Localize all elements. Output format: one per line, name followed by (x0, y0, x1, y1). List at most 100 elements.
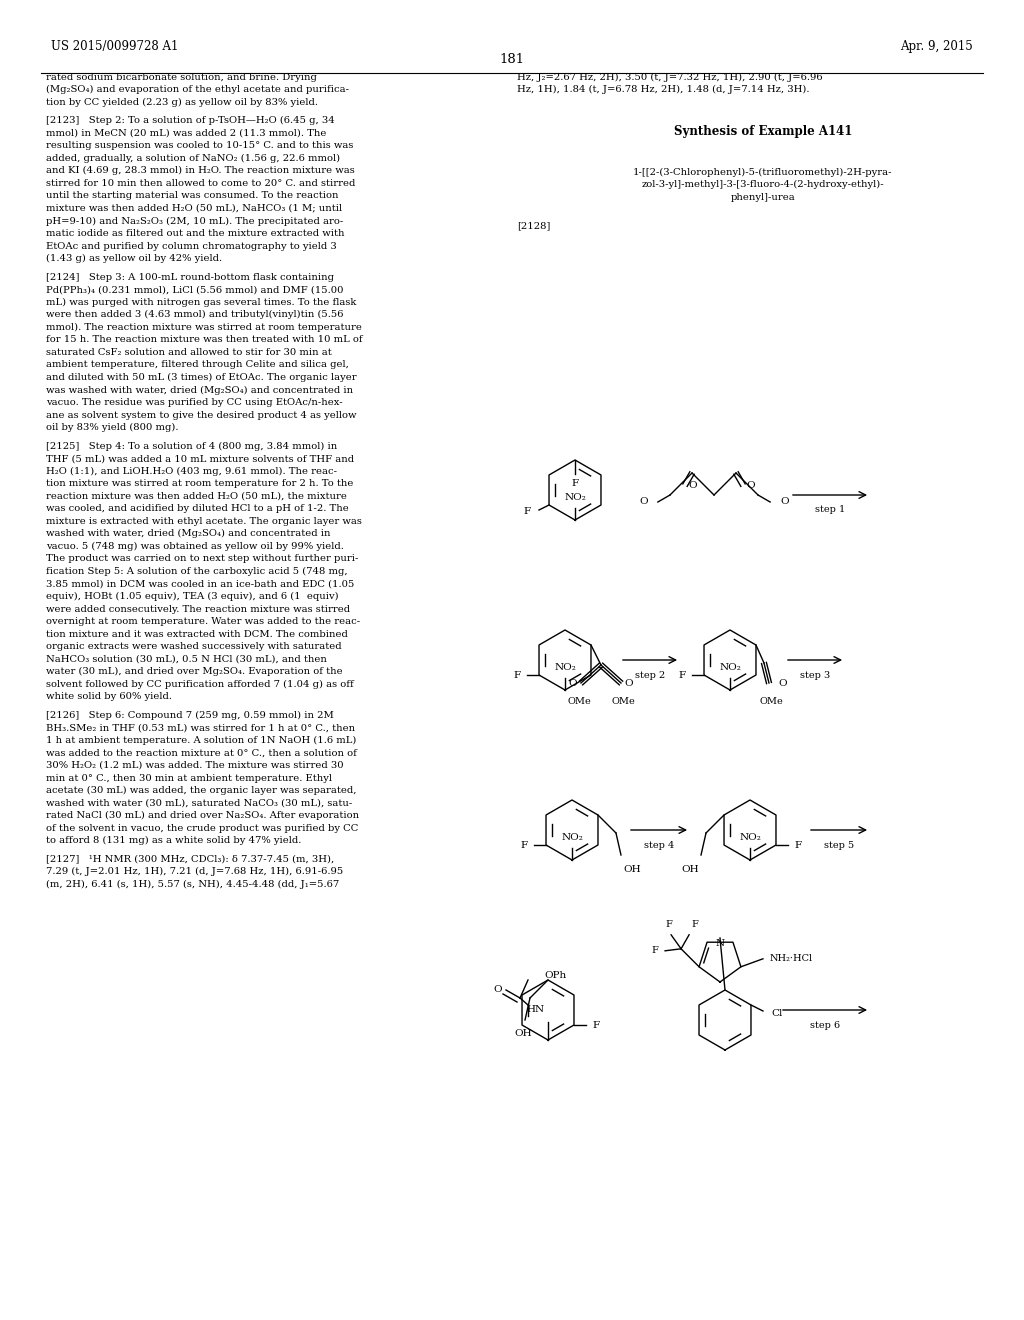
Text: reaction mixture was then added H₂O (50 mL), the mixture: reaction mixture was then added H₂O (50 … (46, 492, 347, 500)
Text: and diluted with 50 mL (3 times) of EtOAc. The organic layer: and diluted with 50 mL (3 times) of EtOA… (46, 372, 356, 381)
Text: step 6: step 6 (810, 1020, 840, 1030)
Text: phenyl]-urea: phenyl]-urea (730, 193, 796, 202)
Text: zol-3-yl]-methyl]-3-[3-fluoro-4-(2-hydroxy-ethyl)-: zol-3-yl]-methyl]-3-[3-fluoro-4-(2-hydro… (642, 180, 884, 189)
Text: oil by 83% yield (800 mg).: oil by 83% yield (800 mg). (46, 422, 178, 432)
Text: resulting suspension was cooled to 10-15° C. and to this was: resulting suspension was cooled to 10-15… (46, 141, 353, 150)
Text: O: O (568, 678, 578, 688)
Text: mixture is extracted with ethyl acetate. The organic layer was: mixture is extracted with ethyl acetate.… (46, 516, 361, 525)
Text: step 3: step 3 (800, 671, 830, 680)
Text: vacuo. The residue was purified by CC using EtOAc/n-hex-: vacuo. The residue was purified by CC us… (46, 399, 343, 407)
Text: OH: OH (681, 865, 699, 874)
Text: fication Step 5: A solution of the carboxylic acid 5 (748 mg,: fication Step 5: A solution of the carbo… (46, 568, 348, 576)
Text: O: O (778, 678, 787, 688)
Text: OMe: OMe (567, 697, 591, 705)
Text: Pd(PPh₃)₄ (0.231 mmol), LiCl (5.56 mmol) and DMF (15.00: Pd(PPh₃)₄ (0.231 mmol), LiCl (5.56 mmol)… (46, 285, 344, 294)
Text: O: O (746, 480, 756, 490)
Text: were added consecutively. The reaction mixture was stirred: were added consecutively. The reaction m… (46, 605, 350, 614)
Text: mmol). The reaction mixture was stirred at room temperature: mmol). The reaction mixture was stirred … (46, 323, 361, 331)
Text: ane as solvent system to give the desired product 4 as yellow: ane as solvent system to give the desire… (46, 411, 356, 420)
Text: O: O (689, 480, 697, 490)
Text: solvent followed by CC purification afforded 7 (1.04 g) as off: solvent followed by CC purification affo… (46, 680, 354, 689)
Text: until the starting material was consumed. To the reaction: until the starting material was consumed… (46, 191, 339, 201)
Text: for 15 h. The reaction mixture was then treated with 10 mL of: for 15 h. The reaction mixture was then … (46, 335, 362, 345)
Text: step 5: step 5 (824, 841, 854, 850)
Text: NO₂: NO₂ (719, 664, 741, 672)
Text: ambient temperature, filtered through Celite and silica gel,: ambient temperature, filtered through Ce… (46, 360, 349, 370)
Text: H₂O (1:1), and LiOH.H₂O (403 mg, 9.61 mmol). The reac-: H₂O (1:1), and LiOH.H₂O (403 mg, 9.61 mm… (46, 467, 337, 475)
Text: 30% H₂O₂ (1.2 mL) was added. The mixture was stirred 30: 30% H₂O₂ (1.2 mL) was added. The mixture… (46, 760, 344, 770)
Text: US 2015/0099728 A1: US 2015/0099728 A1 (51, 40, 178, 53)
Text: pH=9-10) and Na₂S₂O₃ (2M, 10 mL). The precipitated aro-: pH=9-10) and Na₂S₂O₃ (2M, 10 mL). The pr… (46, 216, 343, 226)
Text: stirred for 10 min then allowed to come to 20° C. and stirred: stirred for 10 min then allowed to come … (46, 178, 355, 187)
Text: F: F (795, 841, 802, 850)
Text: (Mg₂SO₄) and evaporation of the ethyl acetate and purifica-: (Mg₂SO₄) and evaporation of the ethyl ac… (46, 86, 349, 94)
Text: Synthesis of Example A141: Synthesis of Example A141 (674, 125, 852, 139)
Text: OH: OH (514, 1030, 531, 1039)
Text: Hz, 1H), 1.84 (t, J=6.78 Hz, 2H), 1.48 (d, J=7.14 Hz, 3H).: Hz, 1H), 1.84 (t, J=6.78 Hz, 2H), 1.48 (… (517, 86, 810, 94)
Text: F: F (679, 671, 686, 680)
Text: mmol) in MeCN (20 mL) was added 2 (11.3 mmol). The: mmol) in MeCN (20 mL) was added 2 (11.3 … (46, 129, 327, 137)
Text: overnight at room temperature. Water was added to the reac-: overnight at room temperature. Water was… (46, 618, 360, 626)
Text: Cl: Cl (771, 1008, 782, 1018)
Text: BH₃.SMe₂ in THF (0.53 mL) was stirred for 1 h at 0° C., then: BH₃.SMe₂ in THF (0.53 mL) was stirred fo… (46, 723, 355, 733)
Text: saturated CsF₂ solution and allowed to stir for 30 min at: saturated CsF₂ solution and allowed to s… (46, 347, 332, 356)
Text: water (30 mL), and dried over Mg₂SO₄. Evaporation of the: water (30 mL), and dried over Mg₂SO₄. Ev… (46, 668, 343, 676)
Text: EtOAc and purified by column chromatography to yield 3: EtOAc and purified by column chromatogra… (46, 242, 337, 251)
Text: (m, 2H), 6.41 (s, 1H), 5.57 (s, NH), 4.45-4.48 (dd, J₁=5.67: (m, 2H), 6.41 (s, 1H), 5.57 (s, NH), 4.4… (46, 879, 339, 888)
Text: OPh: OPh (544, 970, 566, 979)
Text: 181: 181 (500, 53, 524, 66)
Text: step 4: step 4 (644, 841, 674, 850)
Text: and KI (4.69 g, 28.3 mmol) in H₂O. The reaction mixture was: and KI (4.69 g, 28.3 mmol) in H₂O. The r… (46, 166, 355, 176)
Text: O: O (780, 498, 788, 507)
Text: [2124]   Step 3: A 100-mL round-bottom flask containing: [2124] Step 3: A 100-mL round-bottom fla… (46, 272, 334, 281)
Text: HN: HN (527, 1006, 545, 1015)
Text: O: O (625, 678, 633, 688)
Text: acetate (30 mL) was added, the organic layer was separated,: acetate (30 mL) was added, the organic l… (46, 785, 356, 795)
Text: Apr. 9, 2015: Apr. 9, 2015 (900, 40, 973, 53)
Text: THF (5 mL) was added a 10 mL mixture solvents of THF and: THF (5 mL) was added a 10 mL mixture sol… (46, 454, 354, 463)
Text: 7.29 (t, J=2.01 Hz, 1H), 7.21 (d, J=7.68 Hz, 1H), 6.91-6.95: 7.29 (t, J=2.01 Hz, 1H), 7.21 (d, J=7.68… (46, 867, 343, 876)
Text: matic iodide as filtered out and the mixture extracted with: matic iodide as filtered out and the mix… (46, 230, 345, 238)
Text: was added to the reaction mixture at 0° C., then a solution of: was added to the reaction mixture at 0° … (46, 748, 357, 758)
Text: F: F (691, 920, 698, 929)
Text: rated NaCl (30 mL) and dried over Na₂SO₄. After evaporation: rated NaCl (30 mL) and dried over Na₂SO₄… (46, 810, 359, 820)
Text: was cooled, and acidified by diluted HCl to a pH of 1-2. The: was cooled, and acidified by diluted HCl… (46, 504, 349, 513)
Text: Hz, J₂=2.67 Hz, 2H), 3.50 (t, J=7.32 Hz, 1H), 2.90 (t, J=6.96: Hz, J₂=2.67 Hz, 2H), 3.50 (t, J=7.32 Hz,… (517, 73, 822, 82)
Text: [2123]   Step 2: To a solution of p-TsOH—H₂O (6.45 g, 34: [2123] Step 2: To a solution of p-TsOH—H… (46, 116, 335, 125)
Text: [2127]   ¹H NMR (300 MHz, CDCl₃): δ 7.37-7.45 (m, 3H),: [2127] ¹H NMR (300 MHz, CDCl₃): δ 7.37-7… (46, 855, 334, 863)
Text: NO₂: NO₂ (561, 833, 583, 842)
Text: 3.85 mmol) in DCM was cooled in an ice-bath and EDC (1.05: 3.85 mmol) in DCM was cooled in an ice-b… (46, 579, 354, 589)
Text: [2128]: [2128] (517, 222, 551, 231)
Text: min at 0° C., then 30 min at ambient temperature. Ethyl: min at 0° C., then 30 min at ambient tem… (46, 774, 332, 783)
Text: rated sodium bicarbonate solution, and brine. Drying: rated sodium bicarbonate solution, and b… (46, 73, 317, 82)
Text: step 1: step 1 (815, 506, 845, 515)
Text: mixture was then added H₂O (50 mL), NaHCO₃ (1 M; until: mixture was then added H₂O (50 mL), NaHC… (46, 205, 342, 213)
Text: of the solvent in vacuo, the crude product was purified by CC: of the solvent in vacuo, the crude produ… (46, 824, 358, 833)
Text: F: F (520, 841, 527, 850)
Text: F: F (593, 1020, 599, 1030)
Text: tion by CC yielded (2.23 g) as yellow oil by 83% yield.: tion by CC yielded (2.23 g) as yellow oi… (46, 98, 318, 107)
Text: O: O (494, 986, 503, 994)
Text: white solid by 60% yield.: white solid by 60% yield. (46, 692, 172, 701)
Text: F: F (513, 671, 520, 680)
Text: tion mixture was stirred at room temperature for 2 h. To the: tion mixture was stirred at room tempera… (46, 479, 353, 488)
Text: were then added 3 (4.63 mmol) and tributyl(vinyl)tin (5.56: were then added 3 (4.63 mmol) and tribut… (46, 310, 344, 319)
Text: [2126]   Step 6: Compound 7 (259 mg, 0.59 mmol) in 2M: [2126] Step 6: Compound 7 (259 mg, 0.59 … (46, 710, 334, 719)
Text: F: F (651, 946, 658, 956)
Text: OMe: OMe (611, 697, 635, 705)
Text: NO₂: NO₂ (739, 833, 761, 842)
Text: NaHCO₃ solution (30 mL), 0.5 N HCl (30 mL), and then: NaHCO₃ solution (30 mL), 0.5 N HCl (30 m… (46, 655, 327, 664)
Text: F: F (571, 479, 579, 488)
Text: step 2: step 2 (635, 671, 666, 680)
Text: O: O (639, 498, 648, 507)
Text: 1-[[2-(3-Chlorophenyl)-5-(trifluoromethyl)-2H-pyra-: 1-[[2-(3-Chlorophenyl)-5-(trifluoromethy… (633, 168, 893, 177)
Text: organic extracts were washed successively with saturated: organic extracts were washed successivel… (46, 643, 342, 651)
Text: OMe: OMe (759, 697, 783, 705)
Text: OH: OH (623, 865, 641, 874)
Text: to afford 8 (131 mg) as a white solid by 47% yield.: to afford 8 (131 mg) as a white solid by… (46, 837, 301, 845)
Text: equiv), HOBt (1.05 equiv), TEA (3 equiv), and 6 (1  equiv): equiv), HOBt (1.05 equiv), TEA (3 equiv)… (46, 591, 339, 601)
Text: washed with water, dried (Mg₂SO₄) and concentrated in: washed with water, dried (Mg₂SO₄) and co… (46, 529, 331, 539)
Text: [2125]   Step 4: To a solution of 4 (800 mg, 3.84 mmol) in: [2125] Step 4: To a solution of 4 (800 m… (46, 441, 337, 450)
Text: added, gradually, a solution of NaNO₂ (1.56 g, 22.6 mmol): added, gradually, a solution of NaNO₂ (1… (46, 153, 340, 162)
Text: mL) was purged with nitrogen gas several times. To the flask: mL) was purged with nitrogen gas several… (46, 298, 356, 306)
